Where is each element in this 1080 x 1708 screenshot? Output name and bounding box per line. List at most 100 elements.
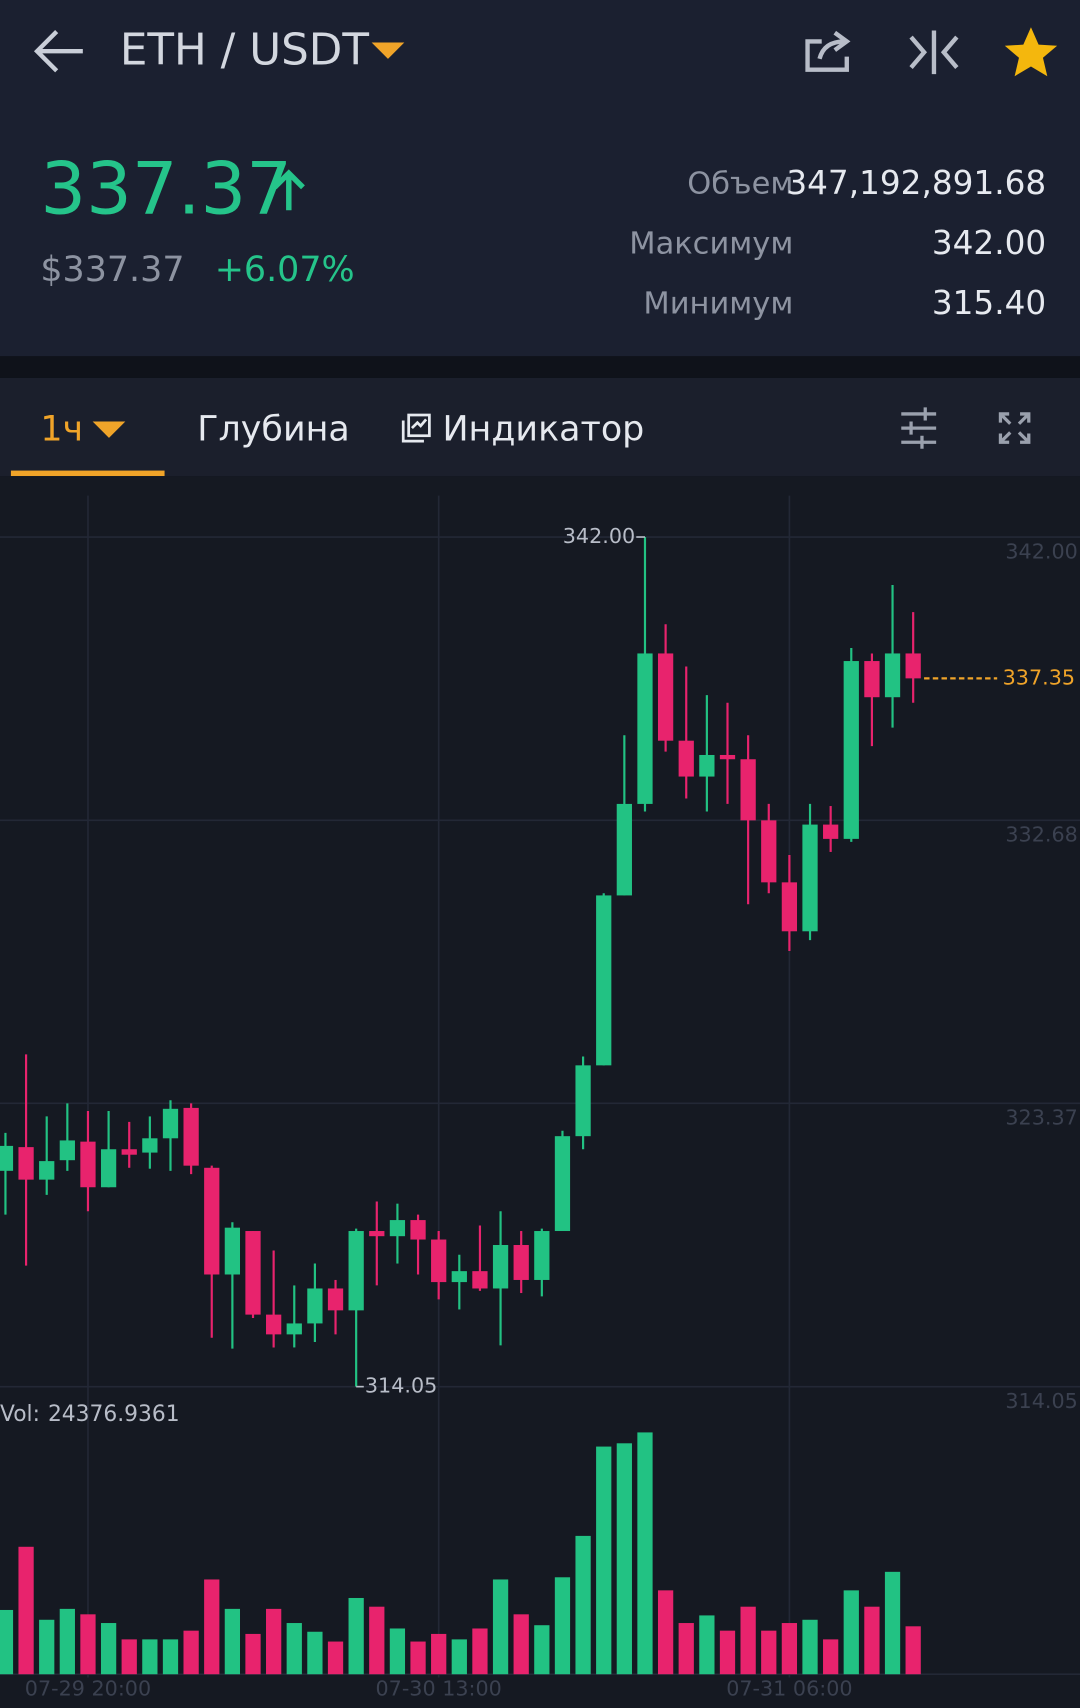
volume-label: Vol:	[0, 1402, 40, 1427]
compare-button[interactable]	[909, 30, 959, 75]
volume-bar	[224, 1608, 241, 1675]
volume-bar	[740, 1606, 756, 1675]
candle-body	[286, 1323, 302, 1335]
candle-body	[451, 1271, 467, 1283]
volume-bar	[492, 1579, 509, 1675]
volume-bar	[266, 1608, 282, 1675]
volume-bar	[100, 1623, 117, 1675]
y-tick-label: 314.05	[1005, 1389, 1077, 1413]
volume-bar	[843, 1590, 859, 1675]
volume-bar	[183, 1630, 199, 1675]
indicator-icon	[401, 413, 431, 443]
depth-tab[interactable]: Глубина	[197, 409, 350, 449]
volume-bar	[884, 1571, 901, 1675]
volume-bar	[472, 1628, 488, 1675]
volume-bar	[80, 1614, 96, 1675]
volume-bar	[39, 1619, 55, 1675]
candle-body	[884, 653, 901, 698]
candle-body	[183, 1107, 199, 1166]
x-tick-label: 07-29 20:00	[25, 1676, 151, 1700]
up-arrow	[272, 169, 305, 211]
candlestick-chart: 342.00 332.68 323.37 314.05 07-29 20:00 07-30…	[0, 495, 1080, 1700]
candle-body	[740, 759, 756, 821]
candle-body	[637, 653, 653, 804]
volume-bar	[761, 1630, 777, 1675]
interval-tab[interactable]: 1ч	[40, 409, 83, 449]
volume-bar	[637, 1432, 653, 1675]
last-price: 337.37	[40, 146, 292, 230]
volume-bar	[451, 1639, 467, 1675]
volume-bar	[431, 1633, 447, 1675]
favorite-button[interactable]	[1004, 27, 1058, 77]
x-tick-label: 07-30 13:00	[376, 1676, 502, 1700]
volume-bar	[18, 1546, 34, 1675]
back-button[interactable]	[33, 30, 83, 73]
volume-bar	[905, 1626, 921, 1675]
candle-body	[80, 1141, 96, 1188]
fullscreen-button[interactable]	[998, 412, 1031, 444]
volume-bar	[410, 1641, 426, 1675]
candle-body	[802, 824, 818, 932]
candle-body	[348, 1231, 364, 1311]
candle-body	[307, 1288, 323, 1324]
candle-body	[554, 1136, 571, 1232]
candle-body	[699, 754, 715, 777]
candle-body	[224, 1227, 241, 1275]
volume-bar	[596, 1446, 612, 1675]
volume-bar	[59, 1608, 75, 1675]
interval-dropdown[interactable]	[92, 421, 126, 438]
share-button[interactable]	[805, 30, 851, 72]
volume-value: 24376.9361	[48, 1402, 180, 1427]
volume-bar	[0, 1609, 14, 1675]
stat-label: Минимум	[643, 287, 793, 322]
candle-body	[162, 1108, 179, 1139]
price-usd: $337.37	[40, 250, 184, 290]
tab-bar-bg	[0, 377, 1080, 477]
active-tab-underline	[10, 470, 165, 477]
volume-bar	[554, 1577, 571, 1675]
volume-bar	[616, 1443, 632, 1675]
candle-body	[18, 1147, 34, 1180]
candle-body	[100, 1149, 117, 1188]
candle-body	[534, 1231, 550, 1280]
y-tick-label: 332.68	[1005, 823, 1077, 847]
low-label: 314.05	[365, 1374, 437, 1398]
volume-bar	[307, 1631, 323, 1675]
volume-bar	[719, 1630, 736, 1675]
stat-value: 347,192,891.68	[786, 164, 1046, 202]
candle-body	[596, 895, 612, 1066]
volume-bar	[864, 1606, 880, 1675]
volume-bar	[245, 1633, 261, 1675]
settings-button[interactable]	[901, 407, 937, 449]
candle-body	[59, 1140, 75, 1161]
pair-dropdown[interactable]	[371, 42, 405, 59]
pair-title[interactable]: ETH / USDT	[120, 25, 369, 75]
candle-body	[39, 1161, 55, 1180]
volume-bar	[162, 1639, 179, 1675]
candle-body	[327, 1288, 344, 1311]
stat-value: 342.00	[932, 224, 1046, 262]
volume-bar	[657, 1590, 674, 1675]
candle-body	[472, 1271, 488, 1289]
y-tick-label: 323.37	[1005, 1106, 1077, 1130]
candle-body	[369, 1231, 385, 1237]
volume-bar	[802, 1619, 818, 1675]
indicator-tab[interactable]: Индикатор	[442, 409, 644, 449]
candle-body	[410, 1220, 426, 1240]
volume-bar	[781, 1623, 798, 1675]
high-label: 342.00	[563, 524, 635, 548]
last-price-label: 337.35	[1003, 665, 1075, 689]
candle-body	[204, 1167, 220, 1275]
header-bg	[0, 0, 1080, 357]
candle-body	[121, 1149, 137, 1155]
candle-body	[843, 661, 859, 839]
candle-body	[142, 1138, 158, 1153]
volume-bar	[389, 1628, 406, 1675]
candle-body	[0, 1145, 14, 1171]
y-tick-label: 342.00	[1005, 539, 1077, 563]
candle-body	[781, 882, 798, 932]
candle-body	[513, 1245, 529, 1280]
volume-bar	[699, 1615, 715, 1675]
candle-body	[431, 1239, 447, 1283]
